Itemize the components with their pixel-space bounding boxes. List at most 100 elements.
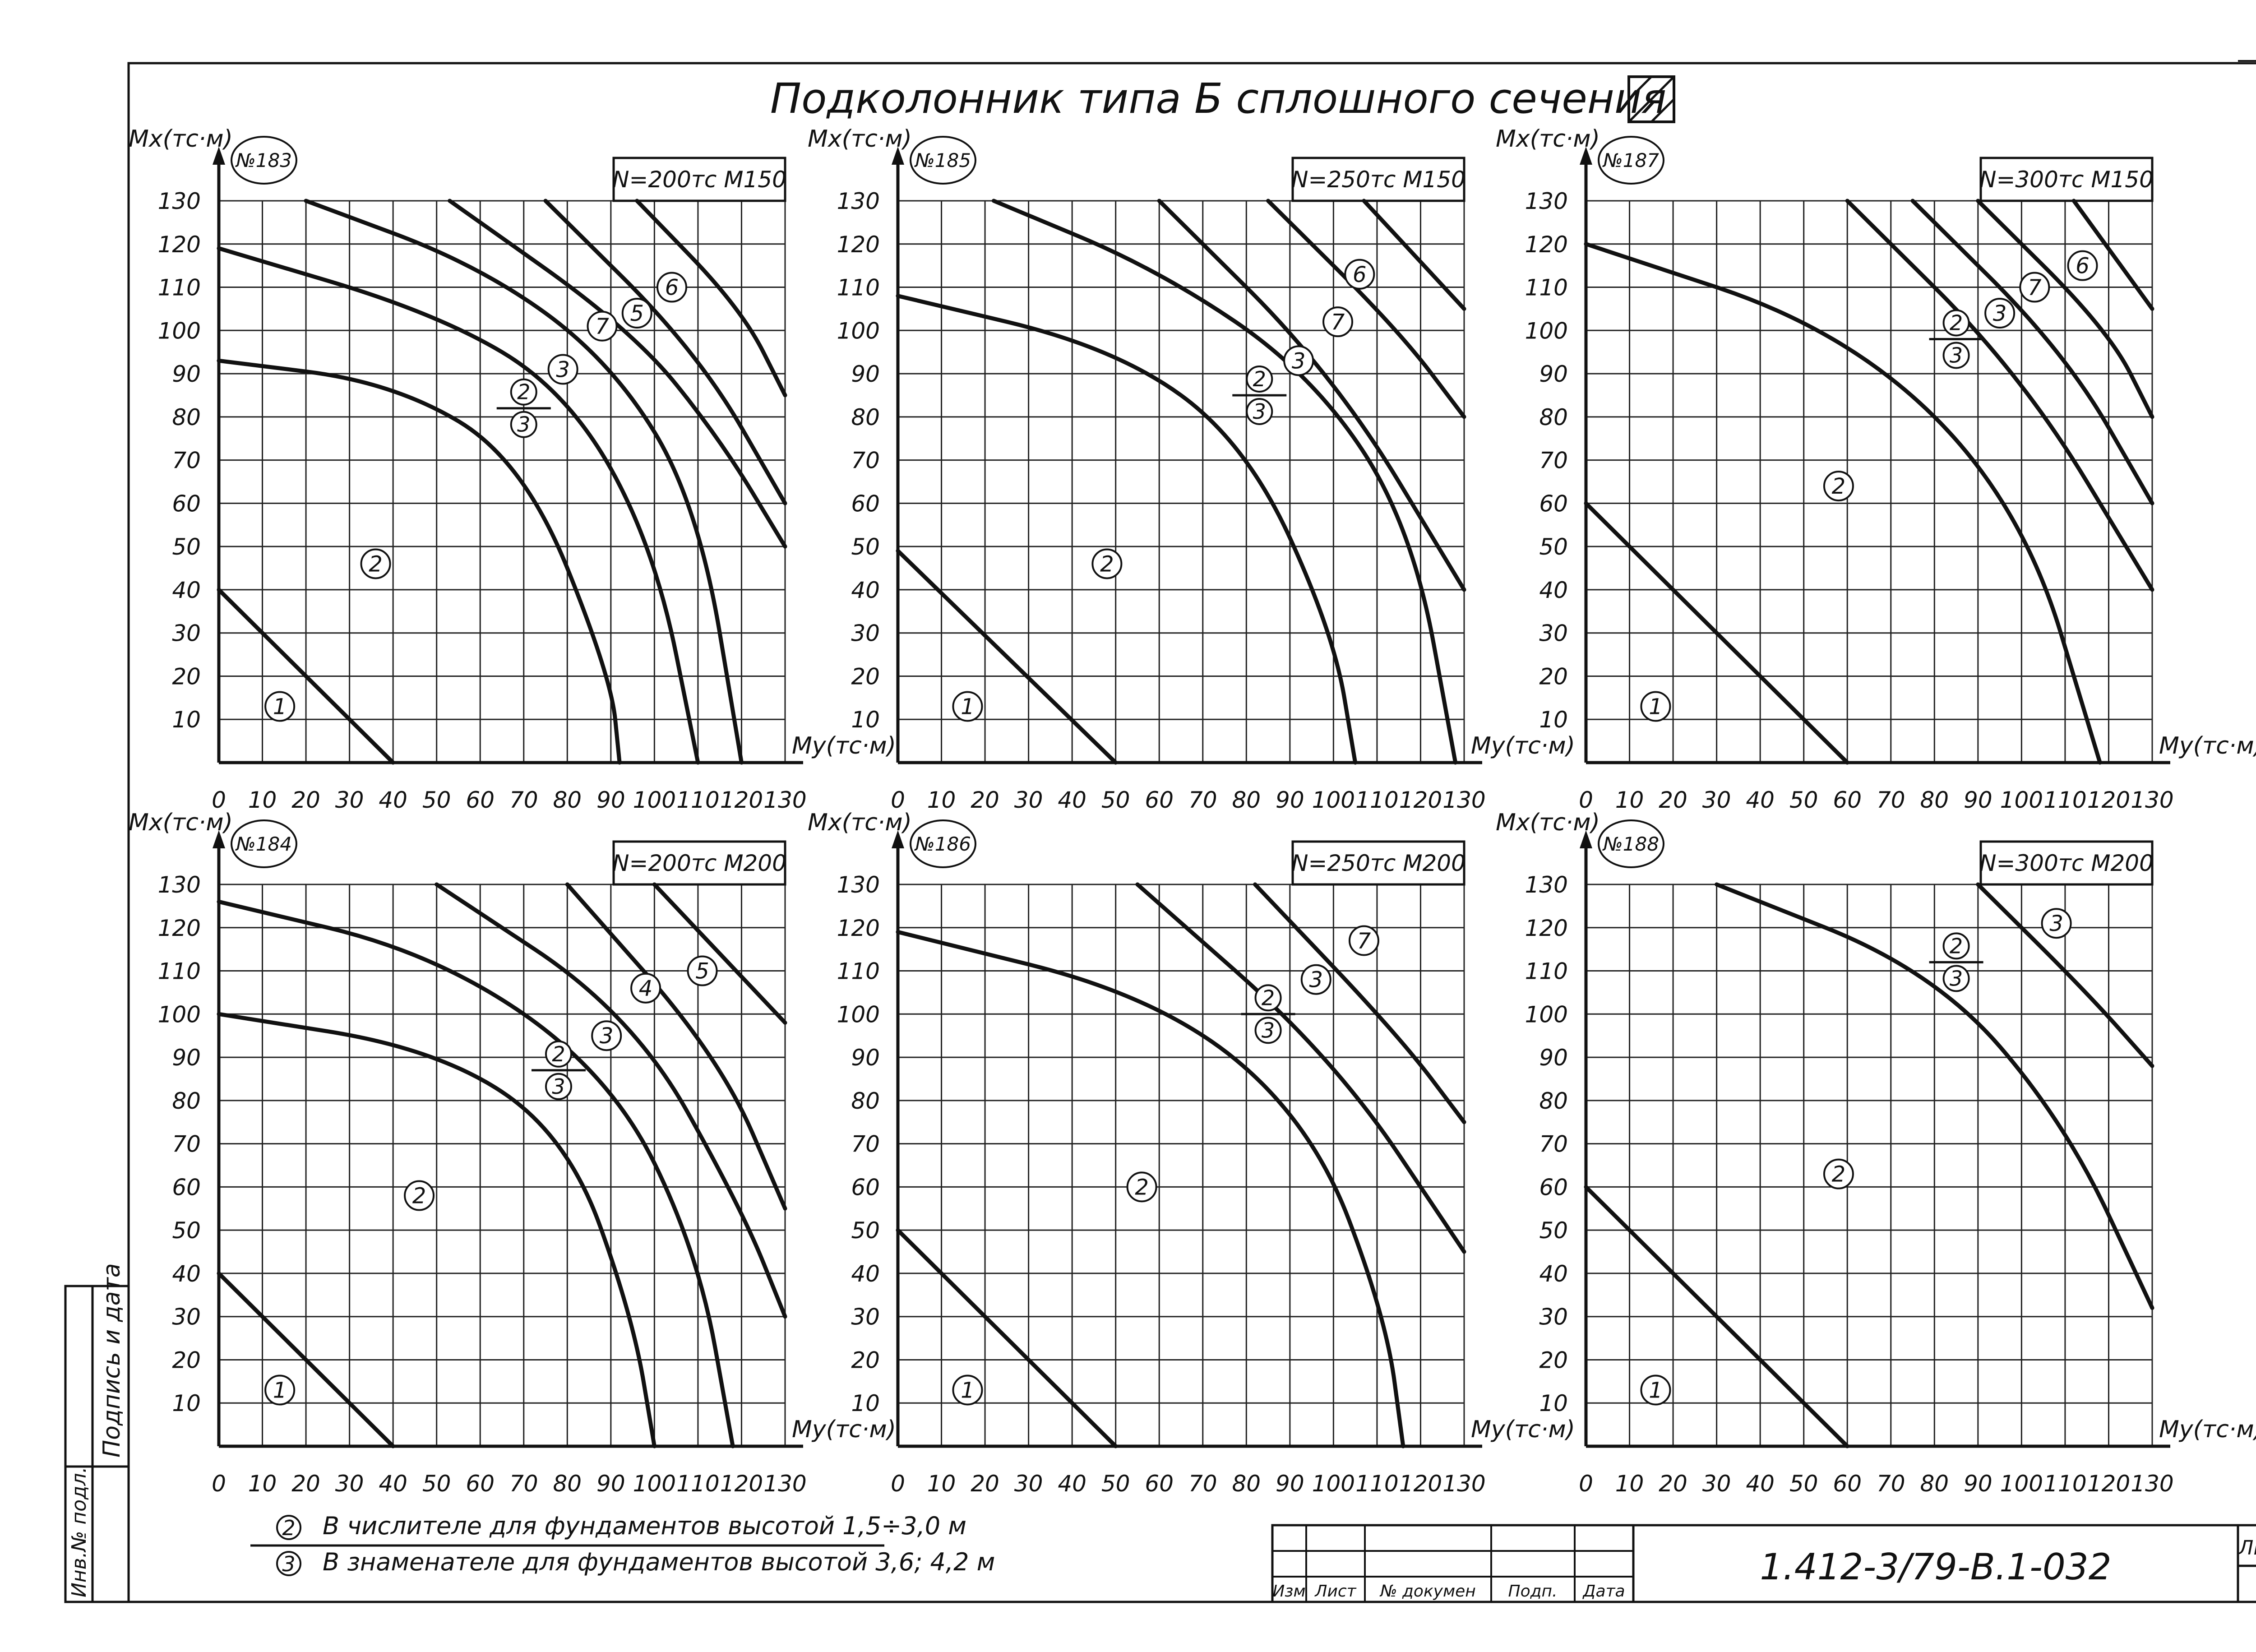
- boundary-curve-5: [448, 199, 787, 549]
- zone-label: [2067, 250, 2098, 281]
- x-tick-label: 70: [1877, 1471, 1905, 1497]
- boundary-curve-2: [896, 930, 1405, 1448]
- boundary-curve-1: [896, 1228, 1118, 1448]
- x-tick-label: 10: [248, 787, 277, 813]
- zone-label: [1091, 548, 1123, 579]
- y-tick-label: 60: [172, 491, 201, 517]
- zone-label-text: 2: [412, 1184, 426, 1209]
- y-tick-label: 70: [172, 1131, 201, 1157]
- x-tick-label: 70: [509, 1471, 538, 1497]
- y-tick-label: 110: [158, 958, 201, 985]
- y-axis-arrow: [1580, 147, 1592, 165]
- zone-label-text: 7: [2028, 275, 2042, 301]
- boundary-curve-3: [1845, 199, 2154, 592]
- y-tick-label: 20: [851, 663, 880, 689]
- x-tick-label: 130: [763, 787, 806, 813]
- zone-label-numerator-text: 2: [1950, 310, 1963, 335]
- zone-label-denominator-text: 3: [1253, 399, 1266, 424]
- x-tick-label: 100: [633, 787, 676, 813]
- zone-label-text: 2: [1100, 551, 1114, 577]
- y-tick-label: 130: [1525, 188, 1568, 214]
- x-axis-label: My(тс·м): [2159, 732, 2256, 759]
- x-tick-label: 70: [1188, 1471, 1217, 1497]
- boundary-curve-4: [304, 199, 744, 765]
- x-axis-label: My(тс·м): [1471, 732, 1575, 759]
- x-tick-label: 100: [2000, 787, 2043, 813]
- zone-label-numerator-text: 2: [552, 1042, 565, 1066]
- y-tick-label: 80: [851, 404, 880, 430]
- x-tick-label: 60: [466, 787, 495, 813]
- zone-label-text: 7: [595, 314, 609, 339]
- zone-label-text: 2: [369, 551, 383, 577]
- x-tick-label: 90: [1276, 1471, 1304, 1497]
- x-tick-label: 0: [891, 1471, 905, 1497]
- x-tick-label: 50: [1789, 787, 1818, 813]
- zone-label-denominator: [510, 411, 537, 438]
- zone-label: [952, 691, 983, 722]
- x-tick-label: 130: [1442, 787, 1485, 813]
- zone-label-numerator: [1942, 932, 1970, 960]
- y-axis-label: Mx(тс·м): [808, 809, 912, 836]
- y-axis-label: Mx(тс·м): [1496, 125, 1600, 153]
- x-tick-label: 110: [1355, 1471, 1398, 1497]
- y-tick-label: 20: [172, 663, 201, 689]
- chart-id-badge: [231, 819, 297, 868]
- y-tick-label: 10: [1539, 707, 1568, 733]
- zone-label: [1283, 345, 1314, 376]
- page-title: Подколонник типа Б сплошного сечения: [770, 74, 1666, 123]
- x-tick-label: 20: [291, 787, 320, 813]
- y-tick-label: 10: [172, 707, 201, 733]
- x-tick-label: 30: [1014, 787, 1043, 813]
- y-axis-label: Mx(тс·м): [808, 125, 912, 153]
- boundary-curve-6: [2071, 199, 2154, 311]
- x-tick-label: 100: [2000, 1471, 2043, 1497]
- y-tick-label: 10: [851, 707, 880, 733]
- x-tick-label: 80: [553, 1471, 582, 1497]
- y-tick-label: 120: [1525, 915, 1568, 941]
- tb-header-list: Лист: [1314, 1582, 1356, 1601]
- y-tick-label: 40: [1539, 1261, 1568, 1287]
- x-tick-label: 60: [466, 1471, 495, 1497]
- x-tick-label: 0: [891, 787, 905, 813]
- boundary-curve-2: [1715, 882, 2154, 1310]
- y-axis-label: Mx(тс·м): [129, 125, 233, 153]
- y-tick-label: 10: [851, 1390, 880, 1416]
- sheet-frame: [127, 62, 2256, 1603]
- zone-label-text: 2: [1832, 1162, 1846, 1187]
- tb-header-doc: № докумен: [1379, 1582, 1476, 1601]
- y-tick-label: 80: [1539, 1088, 1568, 1114]
- y-tick-label: 110: [1525, 275, 1568, 301]
- x-tick-label: 0: [212, 787, 226, 813]
- zone-label-text: 1: [273, 1378, 287, 1403]
- hatched-square-icon: [1627, 75, 1675, 123]
- tb-header-sign: Подп.: [1508, 1582, 1558, 1601]
- x-tick-label: 40: [1746, 787, 1775, 813]
- y-tick-label: 40: [172, 1261, 201, 1287]
- y-tick-label: 110: [837, 958, 880, 985]
- zone-label-denominator: [1254, 1017, 1282, 1044]
- footnote-mark-2-label: 2: [282, 1516, 295, 1540]
- zone-label-numerator-text: 2: [1950, 934, 1963, 958]
- zone-label-text: 1: [273, 694, 287, 720]
- y-tick-label: 40: [1539, 577, 1568, 603]
- y-tick-label: 120: [158, 231, 201, 258]
- x-tick-label: 10: [1615, 787, 1644, 813]
- x-tick-label: 30: [1702, 787, 1731, 813]
- x-tick-label: 80: [1232, 1471, 1261, 1497]
- zone-label: [2019, 272, 2050, 303]
- y-tick-label: 110: [837, 275, 880, 301]
- chart-id-badge: [231, 136, 297, 185]
- zone-label-text: 3: [1292, 348, 1306, 374]
- zone-label-text: 5: [695, 959, 709, 984]
- boundary-curve-1: [896, 549, 1118, 765]
- boundary-curve-2: [896, 294, 1358, 765]
- x-axis-label: My(тс·м): [792, 732, 896, 759]
- x-tick-label: 20: [291, 1471, 320, 1497]
- zone-label: [547, 354, 578, 385]
- y-tick-label: 20: [172, 1347, 201, 1373]
- y-tick-label: 20: [1539, 1347, 1568, 1373]
- zone-label-text: 1: [1649, 694, 1663, 720]
- x-tick-label: 60: [1145, 1471, 1174, 1497]
